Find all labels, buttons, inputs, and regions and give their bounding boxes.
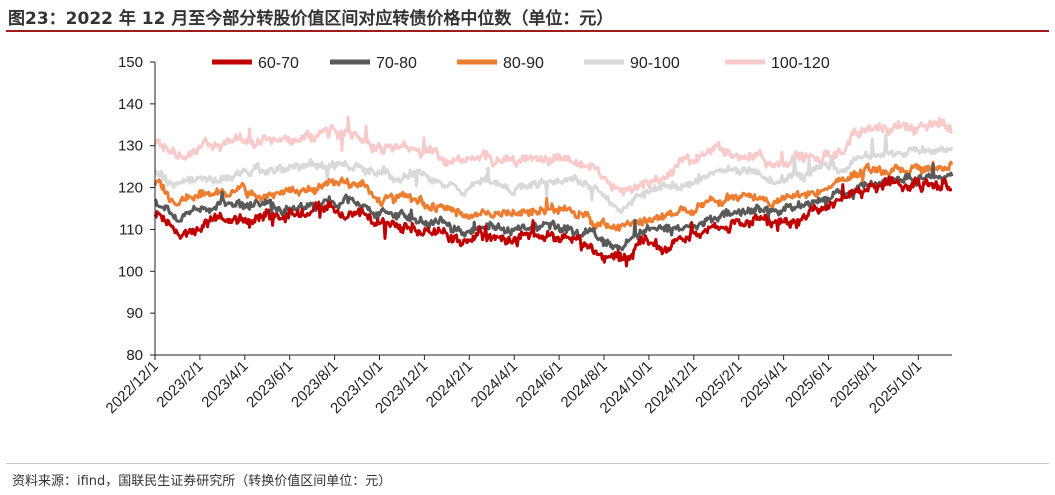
x-tick-label: 2024/4/1 [468,358,521,411]
series-line-60-70 [153,175,953,268]
x-tick-label: 2023/6/1 [243,358,296,411]
x-tick-label: 2025/2/1 [692,358,745,411]
legend-label: 90-100 [630,55,680,72]
y-tick-label: 110 [119,221,143,238]
series-line-80-90 [153,160,954,232]
y-tick-label: 140 [118,96,143,113]
x-tick-label: 2022/12/1 [103,358,162,417]
x-tick-label: 2025/6/1 [782,358,835,411]
y-tick-label: 130 [118,138,143,155]
x-tick-label: 2024/2/1 [423,358,476,411]
footer-rule [6,463,1049,464]
y-tick-label: 120 [118,180,143,197]
legend-label: 60-70 [258,55,299,72]
x-tick-label: 2023/2/1 [153,358,206,411]
title-rule [6,30,1049,32]
legend-label: 70-80 [376,55,417,72]
x-tick-label: 2025/4/1 [737,358,790,411]
chart-title: 图23：2022 年 12 月至今部分转股价值区间对应转债价格中位数（单位：元） [8,9,614,29]
legend-label: 100-120 [771,55,830,72]
x-tick-label: 2023/4/1 [198,358,251,411]
source-note: 资料来源：ifind，国联民生证券研究所（转换价值区间单位：元） [12,474,392,489]
y-tick-label: 80 [126,347,143,364]
series-line-70-80 [153,162,954,252]
y-tick-label: 150 [118,54,143,71]
y-tick-label: 90 [126,305,143,322]
x-tick-label: 2024/6/1 [513,358,566,411]
series-line-100-120 [153,115,953,197]
legend-label: 80-90 [503,55,544,72]
y-tick-label: 100 [118,263,143,280]
series-line-90-100 [153,133,954,215]
